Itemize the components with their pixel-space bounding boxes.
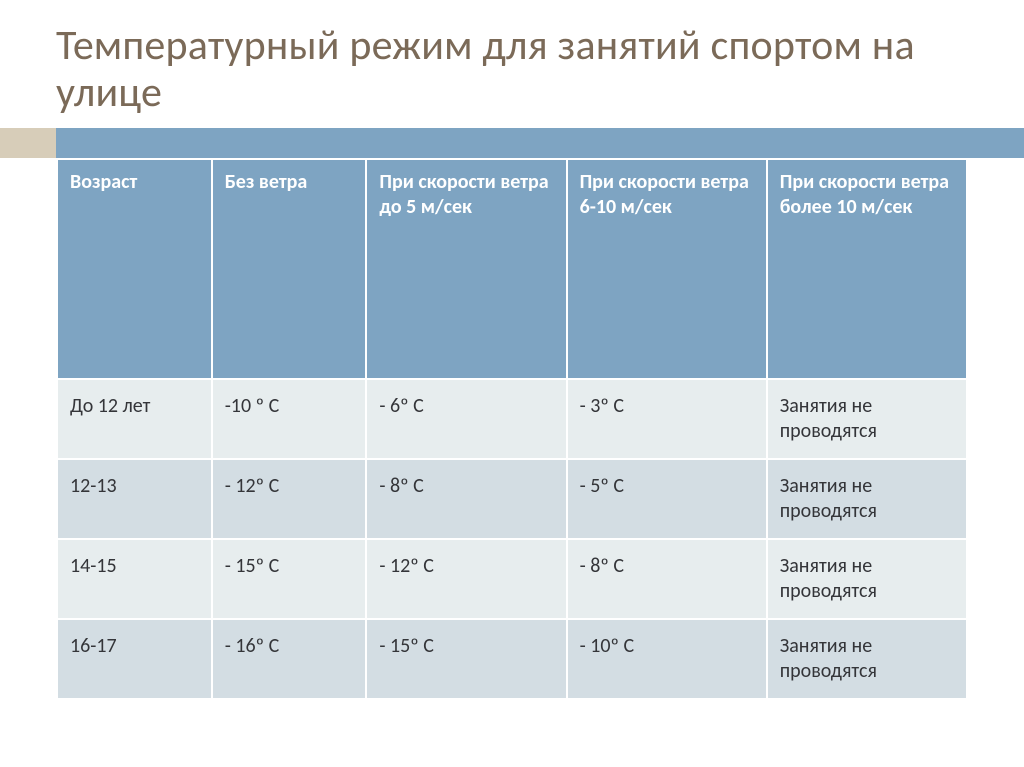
- cell-age: 14-15: [57, 539, 212, 619]
- cell-note: Занятия не проводятся: [767, 379, 967, 459]
- col-header-wind-6-10: При скорости ветра 6-10 м/сек: [567, 159, 767, 379]
- col-header-wind-10plus: При скорости ветра более 10 м/сек: [767, 159, 967, 379]
- slide-title: Температурный режим для занятий спортом …: [56, 22, 968, 116]
- cell-value: - 16º С: [212, 619, 367, 699]
- cell-value: - 5º С: [567, 459, 767, 539]
- cell-age: До 12 лет: [57, 379, 212, 459]
- cell-value: - 3º С: [567, 379, 767, 459]
- table-row: 14-15 - 15º С - 12º С - 8º С Занятия не …: [57, 539, 967, 619]
- col-header-age: Возраст: [57, 159, 212, 379]
- col-header-no-wind: Без ветра: [212, 159, 367, 379]
- temperature-table: Возраст Без ветра При скорости ветра до …: [56, 158, 968, 700]
- cell-note: Занятия не проводятся: [767, 459, 967, 539]
- cell-note: Занятия не проводятся: [767, 539, 967, 619]
- table-row: 16-17 - 16º С - 15º С - 10º С Занятия не…: [57, 619, 967, 699]
- table-row: 12-13 - 12º С - 8º С - 5º С Занятия не п…: [57, 459, 967, 539]
- title-wrap: Температурный режим для занятий спортом …: [0, 0, 1024, 128]
- cell-value: - 15º С: [212, 539, 367, 619]
- accent-bar-left: [0, 128, 56, 158]
- cell-value: - 12º С: [212, 459, 367, 539]
- cell-value: - 10º С: [567, 619, 767, 699]
- cell-age: 12-13: [57, 459, 212, 539]
- cell-value: - 6º С: [366, 379, 566, 459]
- cell-value: - 12º С: [366, 539, 566, 619]
- col-header-wind-5: При скорости ветра до 5 м/сек: [366, 159, 566, 379]
- cell-value: - 8º С: [567, 539, 767, 619]
- accent-bar: [0, 128, 1024, 158]
- table-container: Возраст Без ветра При скорости ветра до …: [0, 158, 1024, 700]
- cell-value: - 8º С: [366, 459, 566, 539]
- slide: Температурный режим для занятий спортом …: [0, 0, 1024, 767]
- accent-bar-right: [56, 128, 1024, 158]
- cell-value: - 15º С: [366, 619, 566, 699]
- cell-note: Занятия не проводятся: [767, 619, 967, 699]
- cell-value: -10 º С: [212, 379, 367, 459]
- cell-age: 16-17: [57, 619, 212, 699]
- table-row: До 12 лет -10 º С - 6º С - 3º С Занятия …: [57, 379, 967, 459]
- table-header-row: Возраст Без ветра При скорости ветра до …: [57, 159, 967, 379]
